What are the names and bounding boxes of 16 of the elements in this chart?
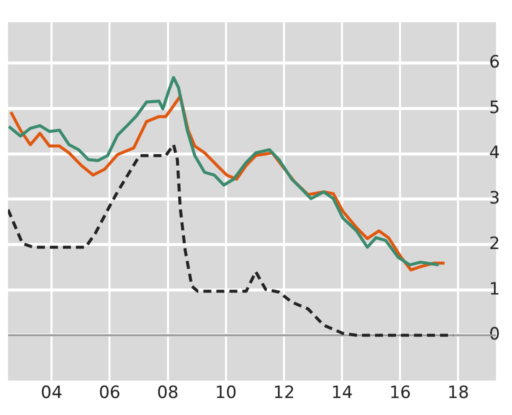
x-tick-label: 14 [331,383,353,404]
y-tick-label: 0 [489,324,500,345]
y-tick-label: 5 [489,98,500,118]
y-tick-label: 2 [489,234,500,254]
x-tick-label: 18 [447,383,470,404]
x-tick-label: 04 [40,383,62,404]
line-series [8,143,455,337]
y-tick-label: 4 [489,143,500,164]
x-tick-label: 16 [389,383,411,404]
y-tick-label: 6 [489,52,500,72]
x-tick-label: 06 [98,383,120,404]
x-tick-label: 08 [156,383,179,404]
y-tick-label: 1 [489,279,500,300]
y-tick-label: 3 [489,188,500,209]
x-tick-label: 12 [273,383,295,404]
x-tick-label: 10 [215,383,237,404]
